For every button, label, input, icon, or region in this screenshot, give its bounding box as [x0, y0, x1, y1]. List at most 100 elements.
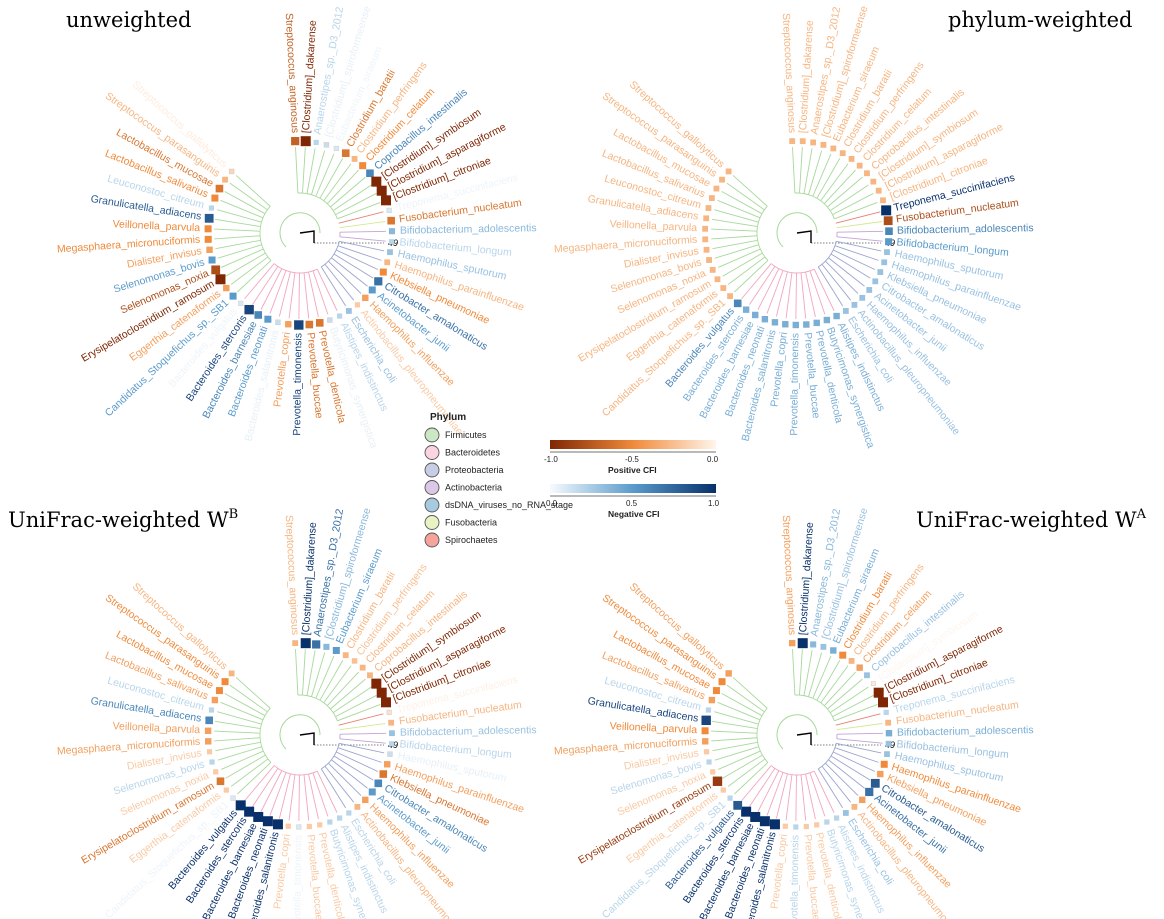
branch — [260, 268, 283, 310]
cfi-square — [792, 321, 799, 329]
branch — [836, 723, 883, 731]
branch-arc — [778, 268, 784, 271]
branch-arc — [758, 746, 761, 752]
cfi-square — [294, 320, 304, 330]
cfi-square — [222, 176, 228, 183]
branch — [335, 193, 377, 216]
cfi-square — [215, 274, 226, 285]
cfi-square — [705, 707, 712, 713]
branch — [311, 652, 326, 697]
tree-panel-phylum-weighted: 49Streptococcus_anginosus[Clostridium]_d… — [554, 4, 1034, 449]
legend-swatch — [424, 480, 440, 495]
branch — [721, 693, 763, 717]
branch-arc — [281, 268, 287, 271]
branch-arc — [333, 249, 337, 255]
branch — [302, 649, 306, 696]
legend-swatch — [424, 532, 440, 548]
branch — [726, 684, 765, 713]
cfi-square — [712, 776, 723, 786]
branch — [718, 750, 761, 770]
branch-arc — [335, 214, 338, 219]
cfi-square — [885, 238, 893, 246]
branch — [717, 199, 761, 219]
branch — [829, 686, 869, 714]
cfi-square — [292, 640, 299, 647]
root-arc — [279, 212, 321, 248]
branch — [795, 272, 797, 319]
branch-arc — [799, 694, 805, 697]
branch-arc — [799, 192, 805, 195]
branch — [214, 737, 261, 742]
cfi-square — [885, 740, 892, 747]
branch — [836, 738, 883, 744]
cfi-square — [703, 749, 710, 755]
branch — [800, 774, 807, 821]
branch — [315, 655, 335, 699]
branch — [828, 759, 865, 789]
cfi-square — [824, 819, 830, 825]
cfi-square — [814, 822, 820, 828]
cfi-square — [333, 145, 339, 152]
cfi-square — [323, 142, 330, 148]
branch — [326, 169, 359, 205]
cfi-square — [285, 823, 291, 829]
cfi-square — [885, 227, 893, 235]
branch — [827, 678, 863, 710]
branch — [718, 248, 761, 268]
panel-title-unifrac-a: UniFrac-weighted WA — [916, 507, 1147, 532]
branch — [775, 271, 788, 317]
cfi-square — [388, 719, 395, 726]
branch — [303, 774, 310, 821]
branch-arc — [764, 256, 769, 261]
cfi-square — [708, 195, 715, 201]
branch — [303, 272, 310, 319]
root-marker — [796, 732, 812, 745]
branch — [306, 650, 316, 696]
branch-arc — [277, 265, 283, 270]
leaf-label: Bifidobacterium_adolescentis — [897, 222, 1034, 237]
branch-arc — [757, 742, 760, 747]
cfi-square — [380, 195, 391, 206]
branch — [298, 774, 300, 821]
branch — [332, 686, 372, 714]
branch — [712, 720, 758, 730]
branch-arc — [308, 772, 314, 775]
branch-arc — [323, 200, 328, 205]
branch — [252, 768, 279, 807]
cfi-square — [833, 312, 840, 320]
legend-swatch — [424, 515, 440, 530]
branch — [337, 202, 381, 220]
cfi-square — [705, 205, 712, 211]
cfi-square — [208, 707, 215, 713]
branch — [331, 257, 368, 287]
branch — [288, 774, 296, 821]
cfi-square — [839, 651, 847, 659]
cfi-square — [359, 664, 366, 671]
branch-arc — [331, 755, 335, 761]
branch-arc — [324, 260, 329, 265]
branch-arc — [770, 765, 776, 769]
branch-arc — [330, 206, 334, 211]
cfi-square — [205, 738, 212, 745]
branch-arc — [761, 209, 765, 214]
branch-arc — [332, 210, 336, 215]
branch-arc — [805, 270, 811, 273]
cfi-square — [848, 658, 855, 664]
branch-arc — [267, 707, 271, 713]
leaf-label: Prevotella_timonensis — [291, 835, 304, 919]
panel-title-unifrac-b: UniFrac-weighted WB — [8, 507, 238, 532]
branch-arc — [302, 694, 308, 697]
branch — [338, 211, 384, 224]
cfi-square — [351, 658, 358, 664]
branch — [217, 209, 262, 223]
branch-arc — [764, 758, 769, 763]
branch — [816, 660, 841, 701]
branch — [328, 260, 362, 294]
cfi-square — [235, 800, 246, 811]
cfi-square — [742, 306, 750, 313]
cfi-square — [851, 301, 858, 308]
legend-label: Firmicutes — [445, 430, 487, 440]
branch-arc — [829, 712, 833, 717]
cfi-square — [386, 709, 392, 715]
legend-swatch — [424, 497, 440, 513]
